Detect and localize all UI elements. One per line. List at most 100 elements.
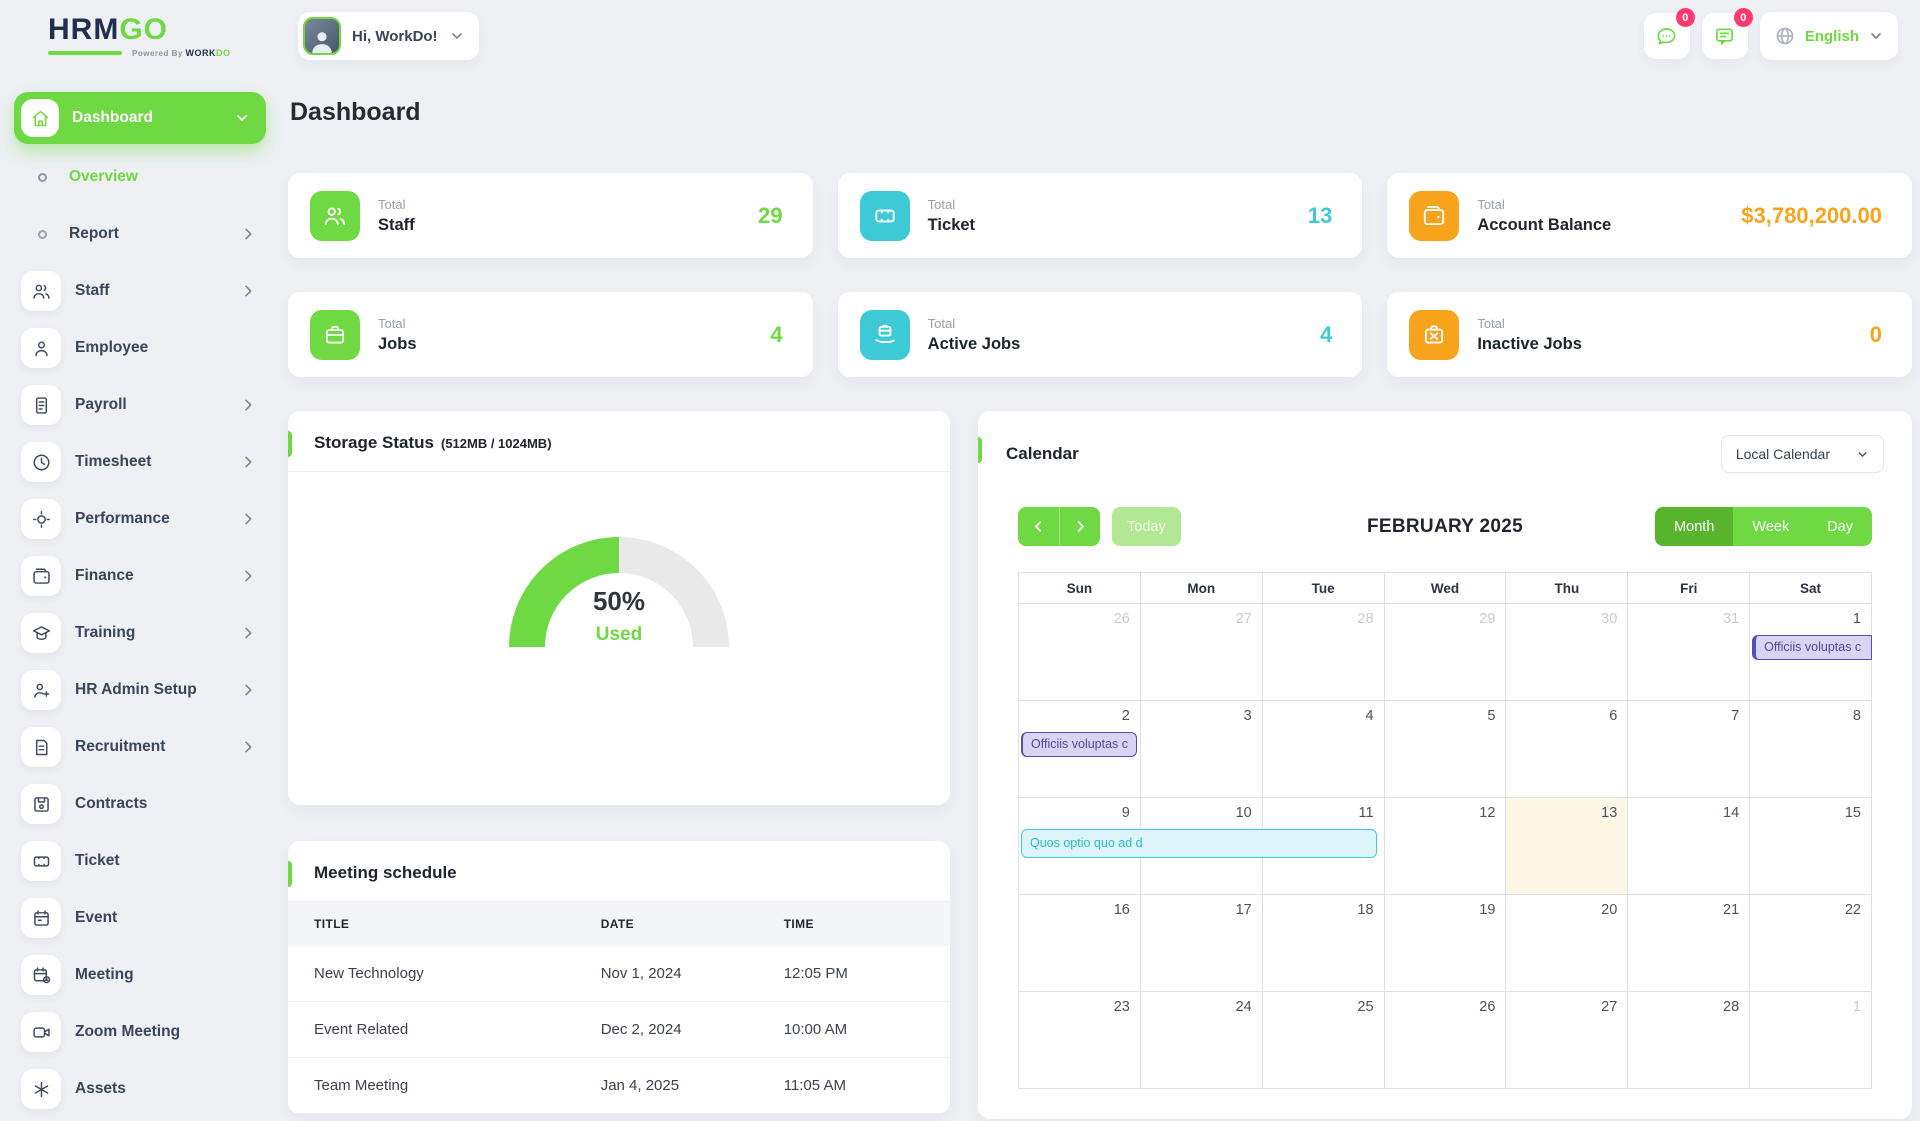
stat-value: 13: [1307, 202, 1333, 228]
calendar-day-28-muted[interactable]: 28: [1262, 604, 1385, 701]
sidebar-item-finance[interactable]: Finance: [14, 551, 266, 601]
meeting-title: New Technology: [314, 965, 424, 982]
sidebar-item-meeting[interactable]: Meeting: [14, 950, 266, 1000]
calendar-today-button[interactable]: Today: [1112, 507, 1181, 546]
calendar-day-1[interactable]: 1 Officiis voluptas c: [1750, 604, 1872, 701]
day-number: 9: [1121, 805, 1130, 821]
sidebar-item-hr-admin-setup[interactable]: HR Admin Setup: [14, 665, 266, 715]
calendar-day-30-muted[interactable]: 30: [1506, 604, 1629, 701]
sidebar-item-recruitment[interactable]: Recruitment: [14, 722, 266, 772]
day-number: 21: [1723, 902, 1740, 918]
calendar-day-25[interactable]: 25: [1262, 992, 1385, 1089]
calendar-day-24[interactable]: 24: [1140, 992, 1263, 1089]
calendar-day-8[interactable]: 8: [1750, 701, 1872, 798]
calendar-day-7[interactable]: 7: [1628, 701, 1751, 798]
stat-card-jobs: Total Jobs 4: [288, 292, 813, 377]
sidebar-item-label: Ticket: [75, 852, 120, 869]
calendar-day-22[interactable]: 22: [1750, 895, 1872, 992]
day-number: 31: [1723, 611, 1740, 627]
day-number: 7: [1731, 708, 1740, 724]
day-number: 6: [1609, 708, 1618, 724]
calendar-day-5[interactable]: 5: [1384, 701, 1507, 798]
calendar-view-month-button[interactable]: Month: [1655, 507, 1734, 546]
sidebar-item-employee[interactable]: Employee: [14, 323, 266, 373]
sidebar-item-assets[interactable]: Assets: [14, 1064, 266, 1114]
calendar-day-13[interactable]: 13: [1506, 798, 1629, 895]
chevron-down-icon: [1868, 28, 1884, 44]
sidebar-item-performance[interactable]: Performance: [14, 494, 266, 544]
sidebar-item-event[interactable]: Event: [14, 893, 266, 943]
calendar-day-18[interactable]: 18: [1262, 895, 1385, 992]
meeting-icon: [21, 955, 61, 995]
chevron-down-icon: [1856, 448, 1869, 461]
sidebar-item-report[interactable]: Report: [14, 209, 266, 259]
sidebar-item-dashboard[interactable]: Dashboard: [14, 92, 266, 144]
calendar-toolbar: Today FEBRUARY 2025 Month Week Day: [1018, 507, 1872, 546]
left-column: Storage Status (512MB / 1024MB) 50% Used: [288, 411, 950, 1114]
chevron-down-icon: [234, 110, 250, 126]
calendar-event[interactable]: Officiis voluptas c: [1752, 635, 1872, 660]
calendar-day-16[interactable]: 16: [1019, 895, 1141, 992]
calendar-view-week-button[interactable]: Week: [1733, 507, 1809, 546]
language-selector[interactable]: English: [1759, 12, 1898, 60]
weekday-header-sat: Sat: [1750, 573, 1872, 604]
briefcase-hand-icon: [859, 309, 910, 360]
calendar-day-6[interactable]: 6: [1506, 701, 1629, 798]
assets-icon: [21, 1069, 61, 1109]
calendar-day-20[interactable]: 20: [1506, 895, 1629, 992]
notifications-badge: 0: [1733, 8, 1753, 27]
calendar-day-19[interactable]: 19: [1384, 895, 1507, 992]
sidebar-item-label: Report: [69, 225, 119, 242]
calendar-day-26[interactable]: 26: [1384, 992, 1507, 1089]
day-number: 3: [1243, 708, 1252, 724]
stat-card-staff: Total Staff 29: [288, 173, 813, 258]
calendar-event[interactable]: Officiis voluptas c: [1021, 732, 1137, 757]
training-icon: [21, 613, 61, 653]
sidebar-item-zoom-meeting[interactable]: Zoom Meeting: [14, 1007, 266, 1057]
sidebar-item-timesheet[interactable]: Timesheet: [14, 437, 266, 487]
notifications-button[interactable]: 0: [1701, 8, 1753, 59]
day-number: 8: [1852, 708, 1861, 724]
calendar-day-12[interactable]: 12: [1384, 798, 1507, 895]
sidebar-item-label: Staff: [75, 282, 110, 299]
sidebar-item-payroll[interactable]: Payroll: [14, 380, 266, 430]
gauge-free-arc: [618, 537, 729, 648]
stat-prefix: Total: [927, 196, 956, 212]
chevron-right-icon: [240, 625, 256, 641]
calendar-day-2[interactable]: 2 Officiis voluptas c: [1019, 701, 1141, 798]
day-number: 20: [1601, 902, 1618, 918]
sidebar-item-ticket[interactable]: Ticket: [14, 836, 266, 886]
meeting-title: Event Related: [314, 1021, 409, 1038]
calendar-next-button[interactable]: [1059, 507, 1100, 546]
calendar-day-21[interactable]: 21: [1628, 895, 1751, 992]
user-menu[interactable]: Hi, WorkDo!: [298, 12, 479, 60]
calendar-day-31-muted[interactable]: 31: [1628, 604, 1751, 701]
calendar-day-15[interactable]: 15: [1750, 798, 1872, 895]
calendar-day-4[interactable]: 4: [1262, 701, 1385, 798]
calendar-source-select[interactable]: Local Calendar: [1720, 435, 1884, 473]
calendar-day-1-muted[interactable]: 1: [1750, 992, 1872, 1089]
calendar-prev-button[interactable]: [1018, 507, 1059, 546]
calendar-day-23[interactable]: 23: [1019, 992, 1141, 1089]
messages-button[interactable]: 0: [1643, 8, 1695, 59]
calendar-day-26-muted[interactable]: 26: [1019, 604, 1141, 701]
calendar-day-29-muted[interactable]: 29: [1384, 604, 1507, 701]
calendar-view-day-button[interactable]: Day: [1808, 507, 1872, 546]
sidebar-item-training[interactable]: Training: [14, 608, 266, 658]
messages-badge: 0: [1675, 8, 1695, 27]
day-number: 19: [1479, 902, 1496, 918]
calendar-day-28[interactable]: 28: [1628, 992, 1751, 1089]
sidebar-item-staff[interactable]: Staff: [14, 266, 266, 316]
calendar-day-27[interactable]: 27: [1506, 992, 1629, 1089]
logo-underline: [48, 50, 122, 55]
stats-grid: Total Staff 29 Total Ticket 13 Total Account Ba…: [288, 173, 1912, 377]
calendar-day-9[interactable]: 9 Quos optio quo ad d: [1019, 798, 1377, 895]
calendar-day-14[interactable]: 14: [1628, 798, 1751, 895]
calendar-day-27-muted[interactable]: 27: [1140, 604, 1263, 701]
logo-text: HRMGO: [48, 12, 168, 46]
calendar-day-17[interactable]: 17: [1140, 895, 1263, 992]
calendar-day-3[interactable]: 3: [1140, 701, 1263, 798]
calendar-event[interactable]: Quos optio quo ad d: [1021, 829, 1377, 858]
sidebar-item-contracts[interactable]: Contracts: [14, 779, 266, 829]
sidebar-item-overview[interactable]: Overview: [14, 152, 266, 202]
